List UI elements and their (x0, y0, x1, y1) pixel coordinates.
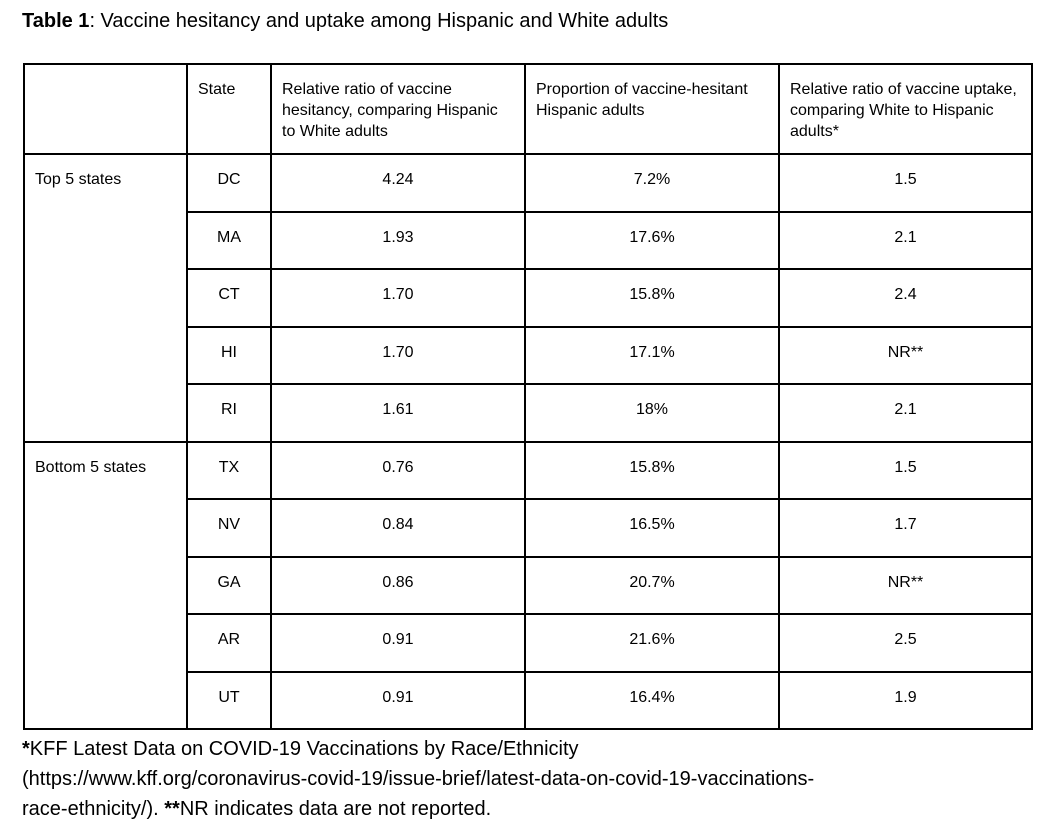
table-row: RI 1.61 18% 2.1 (24, 383, 1033, 443)
proportion-cell: 20.7% (524, 555, 780, 615)
header-proportion: Proportion of vaccine-hesitant Hispanic … (524, 63, 780, 155)
proportion-cell: 18% (524, 383, 780, 443)
table-title-seg-1: : Vaccine hesitancy and uptake among His… (89, 10, 669, 32)
table-row: AR 0.91 21.6% 2.5 (24, 613, 1033, 673)
state-cell: DC (186, 153, 272, 213)
state-cell: RI (186, 383, 272, 443)
table-row: Top 5 states DC 4.24 7.2% 1.5 (23, 153, 1033, 443)
header-row: State Relative ratio of vaccine hesitanc… (23, 63, 1033, 155)
hesitancy-ratio-cell: 1.70 (270, 325, 526, 385)
proportion-cell: 7.2% (524, 153, 780, 213)
uptake-ratio-cell: 2.1 (778, 210, 1033, 270)
header-hesitancy-ratio: Relative ratio of vaccine hesitancy, com… (270, 63, 526, 155)
uptake-ratio-cell: 2.4 (778, 268, 1033, 328)
footnote: *KFF Latest Data on COVID-19 Vaccination… (22, 734, 1042, 824)
header-state: State (186, 63, 272, 155)
footnote-line-2-seg-0: (https://www.kff.org/coronavirus-covid-1… (22, 768, 815, 790)
hesitancy-ratio-cell: 1.93 (270, 210, 526, 270)
hesitancy-ratio-cell: 1.70 (270, 268, 526, 328)
vaccine-table: State Relative ratio of vaccine hesitanc… (23, 63, 1033, 730)
state-cell: AR (186, 613, 272, 673)
uptake-ratio-cell: 2.1 (778, 383, 1033, 443)
proportion-cell: 16.4% (524, 670, 780, 730)
table-row: MA 1.93 17.6% 2.1 (24, 210, 1033, 270)
proportion-cell: 17.6% (524, 210, 780, 270)
uptake-ratio-cell: NR** (778, 555, 1033, 615)
uptake-ratio-cell: 1.5 (778, 153, 1033, 213)
proportion-cell: 16.5% (524, 498, 780, 558)
proportion-cell: 17.1% (524, 325, 780, 385)
uptake-ratio-cell: NR** (778, 325, 1033, 385)
uptake-ratio-cell: 1.9 (778, 670, 1033, 730)
hesitancy-ratio-cell: 4.24 (270, 153, 526, 213)
footnote-line-1: *KFF Latest Data on COVID-19 Vaccination… (22, 734, 1042, 764)
footnote-line-3: race-ethnicity/). **NR indicates data ar… (22, 794, 1042, 824)
hesitancy-ratio-cell: 0.86 (270, 555, 526, 615)
footnote-line-3-seg-2: NR indicates data are not reported. (179, 798, 492, 820)
table-body: Top 5 states DC 4.24 7.2% 1.5 MA 1.93 17.6% 2.1 C… (23, 153, 1033, 730)
hesitancy-ratio-cell: 0.76 (270, 440, 526, 500)
footnote-line-3-seg-1: ** (164, 798, 180, 820)
proportion-cell: 15.8% (524, 268, 780, 328)
table-row: GA 0.86 20.7% NR** (24, 555, 1033, 615)
state-cell: HI (186, 325, 272, 385)
table-title: Table 1: Vaccine hesitancy and uptake am… (22, 9, 1042, 33)
state-cell: GA (186, 555, 272, 615)
table-row: CT 1.70 15.8% 2.4 (24, 268, 1033, 328)
uptake-ratio-cell: 1.5 (778, 440, 1033, 500)
table-title-seg-0: Table 1 (22, 10, 90, 32)
proportion-cell: 15.8% (524, 440, 780, 500)
hesitancy-ratio-cell: 0.84 (270, 498, 526, 558)
table-row: HI 1.70 17.1% NR** (24, 325, 1033, 385)
group-label-cell: Bottom 5 states (23, 440, 188, 730)
table-header: State Relative ratio of vaccine hesitanc… (23, 63, 1033, 155)
footnote-line-1-seg-1: KFF Latest Data on COVID-19 Vaccinations… (29, 738, 579, 760)
table-row: UT 0.91 16.4% 1.9 (24, 670, 1033, 730)
state-cell: UT (186, 670, 272, 730)
uptake-ratio-cell: 1.7 (778, 498, 1033, 558)
uptake-ratio-cell: 2.5 (778, 613, 1033, 673)
corner-cell (23, 63, 188, 155)
proportion-cell: 21.6% (524, 613, 780, 673)
hesitancy-ratio-cell: 1.61 (270, 383, 526, 443)
table-row: NV 0.84 16.5% 1.7 (24, 498, 1033, 558)
hesitancy-ratio-cell: 0.91 (270, 613, 526, 673)
state-cell: TX (186, 440, 272, 500)
state-cell: MA (186, 210, 272, 270)
state-cell: CT (186, 268, 272, 328)
header-uptake-ratio: Relative ratio of vaccine uptake, compar… (778, 63, 1033, 155)
footnote-line-3-seg-0: race-ethnicity/). (22, 798, 165, 820)
footnote-line-2: (https://www.kff.org/coronavirus-covid-1… (22, 764, 1042, 794)
table-row: Bottom 5 states TX 0.76 15.8% 1.5 (23, 440, 1033, 730)
footnote-line-1-seg-0: * (22, 738, 30, 760)
hesitancy-ratio-cell: 0.91 (270, 670, 526, 730)
group-label-cell: Top 5 states (23, 153, 188, 443)
state-cell: NV (186, 498, 272, 558)
